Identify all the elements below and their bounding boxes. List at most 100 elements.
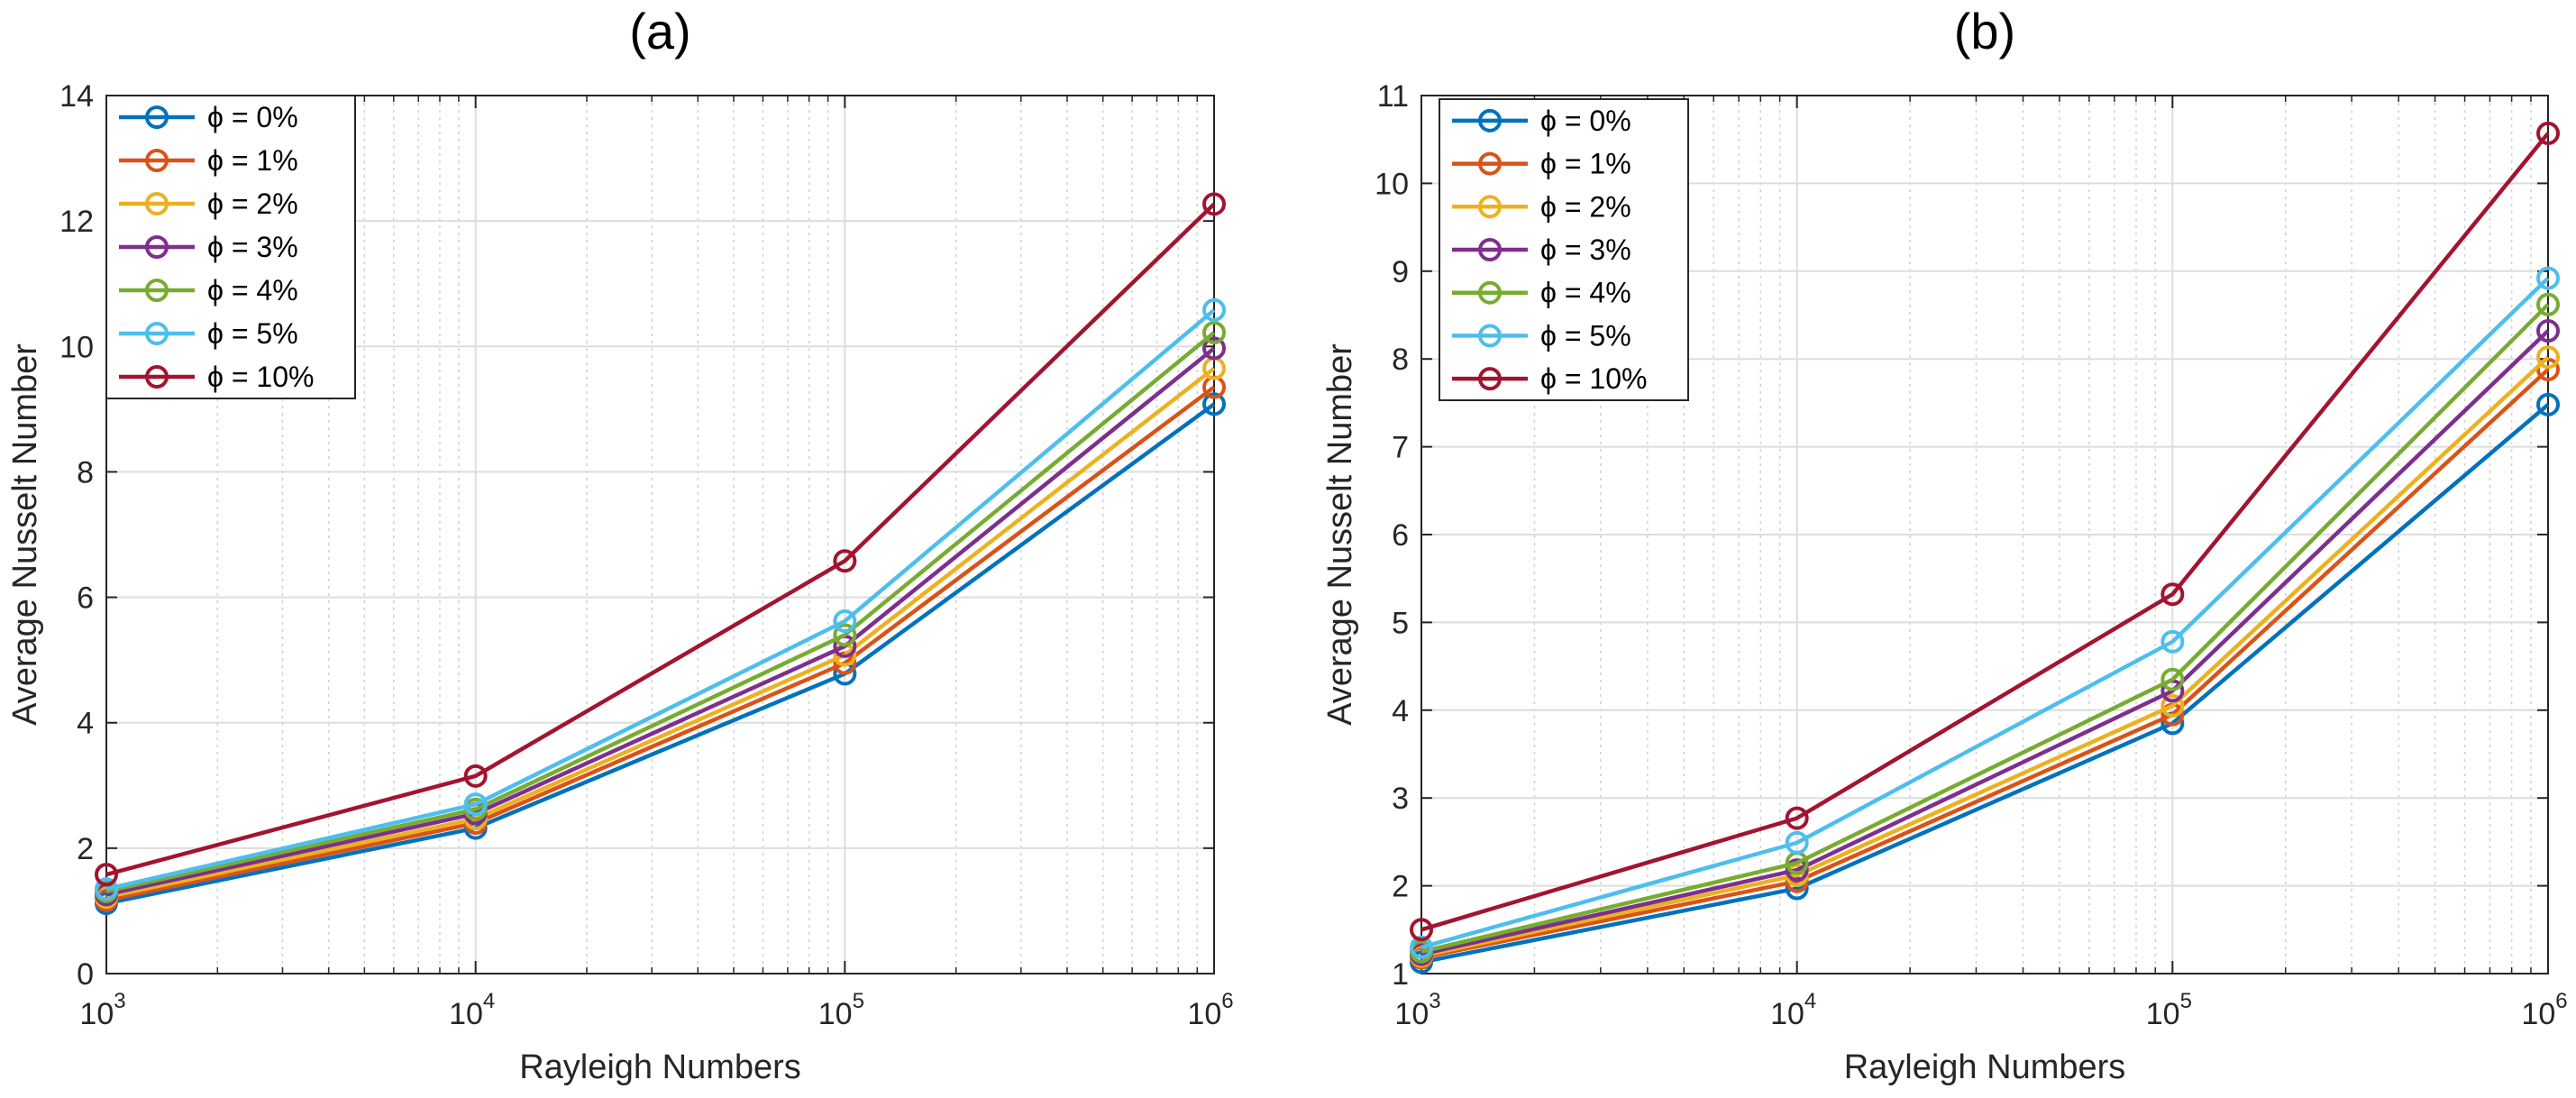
series-line xyxy=(1420,368,2550,960)
x-tick-exponent: 4 xyxy=(483,989,495,1013)
data-point xyxy=(1410,935,1433,959)
panel-title: (b) xyxy=(1954,3,2015,59)
x-tick-label: 106 xyxy=(1187,989,1233,1031)
data-point xyxy=(2536,266,2560,290)
y-tick-label: 9 xyxy=(1392,255,1409,289)
data-point xyxy=(1202,320,1226,344)
data-point xyxy=(1202,392,1226,416)
legend-entry: ϕ = 2% xyxy=(119,188,298,220)
data-point xyxy=(2536,319,2560,343)
legend-label: ϕ = 1% xyxy=(1540,148,1631,180)
legend-label: ϕ = 5% xyxy=(207,317,298,350)
x-tick-base: 10 xyxy=(2521,997,2555,1031)
y-tick-label: 1 xyxy=(1392,957,1409,992)
x-tick-base: 10 xyxy=(1770,997,1804,1031)
x-tick-base: 10 xyxy=(2146,997,2180,1031)
data-point xyxy=(1202,192,1226,216)
data-point xyxy=(2160,693,2185,718)
x-tick-label: 105 xyxy=(2146,989,2192,1031)
x-tick-exponent: 3 xyxy=(1429,989,1440,1013)
y-axis-label: Average Nusselt Number xyxy=(6,343,44,726)
series-line xyxy=(105,402,1216,906)
x-tick-exponent: 4 xyxy=(1804,989,1816,1013)
data-point xyxy=(463,792,488,817)
legend-label: ϕ = 0% xyxy=(1540,105,1631,137)
legend-entry: ϕ = 10% xyxy=(1452,362,1647,395)
data-point xyxy=(1785,830,1809,855)
legend-label: ϕ = 2% xyxy=(207,188,298,220)
series-line xyxy=(1420,132,2550,932)
data-point xyxy=(95,863,118,887)
legend-entry: ϕ = 4% xyxy=(1452,277,1631,309)
series-line xyxy=(105,366,1216,900)
x-tick-label: 104 xyxy=(1770,989,1816,1031)
x-tick-label: 103 xyxy=(1394,989,1440,1031)
y-tick-label: 0 xyxy=(77,957,94,992)
x-tick-base: 10 xyxy=(79,997,114,1031)
legend-label: ϕ = 10% xyxy=(1540,362,1647,395)
legend-marker xyxy=(1478,108,1502,133)
data-point xyxy=(1410,918,1433,942)
legend-marker xyxy=(1478,195,1502,219)
data-point xyxy=(1785,858,1809,883)
legend-entry: ϕ = 1% xyxy=(119,144,298,177)
y-tick-label: 10 xyxy=(59,330,94,364)
x-tick-base: 10 xyxy=(818,997,853,1031)
legend-entry: ϕ = 3% xyxy=(1452,233,1631,266)
series-line xyxy=(1420,303,2550,954)
y-tick-label: 12 xyxy=(59,205,94,239)
x-axis-label: Rayleigh Numbers xyxy=(1844,1048,2126,1086)
y-tick-label: 6 xyxy=(1392,518,1409,553)
legend-label: ϕ = 4% xyxy=(1540,277,1631,309)
data-point xyxy=(2536,292,2560,316)
series-line xyxy=(1420,403,2550,965)
data-point xyxy=(95,877,118,901)
y-tick-label: 10 xyxy=(1375,167,1409,201)
legend-label: ϕ = 4% xyxy=(207,274,298,307)
y-tick-label: 3 xyxy=(1392,782,1409,816)
data-point xyxy=(833,549,857,573)
series-line xyxy=(105,308,1216,892)
data-point xyxy=(463,764,488,788)
legend-entry: ϕ = 0% xyxy=(119,101,298,133)
series-line xyxy=(1420,276,2550,949)
y-tick-label: 5 xyxy=(1392,606,1409,640)
data-point xyxy=(833,623,857,647)
x-tick-exponent: 6 xyxy=(2555,989,2567,1013)
series-line xyxy=(105,346,1216,897)
legend-label: ϕ = 2% xyxy=(1540,190,1631,223)
y-tick-label: 7 xyxy=(1392,431,1409,465)
x-tick-base: 10 xyxy=(449,997,483,1031)
legend-marker xyxy=(1478,151,1502,176)
legend-entry: ϕ = 1% xyxy=(1452,148,1631,180)
legend-marker xyxy=(145,235,169,259)
y-tick-label: 4 xyxy=(77,707,94,741)
legend-marker xyxy=(1478,367,1502,391)
x-tick-label: 103 xyxy=(79,989,125,1031)
legend-marker xyxy=(145,279,169,302)
data-point xyxy=(2160,629,2185,654)
y-tick-label: 14 xyxy=(59,79,94,114)
legend-marker xyxy=(1478,238,1502,261)
series-3 xyxy=(1410,319,2560,966)
x-tick-exponent: 5 xyxy=(2180,989,2192,1013)
x-tick-exponent: 5 xyxy=(853,989,864,1013)
legend-entry: ϕ = 10% xyxy=(119,361,314,393)
legend-marker xyxy=(145,365,169,389)
legend-entry: ϕ = 3% xyxy=(119,231,298,263)
panel-title: (a) xyxy=(629,3,690,59)
y-tick-label: 8 xyxy=(1392,343,1409,377)
legend-entry: ϕ = 2% xyxy=(1452,190,1631,223)
legend-marker xyxy=(145,322,169,345)
data-point xyxy=(2536,345,2560,370)
legend-label: ϕ = 3% xyxy=(207,231,298,263)
x-tick-label: 105 xyxy=(818,989,864,1031)
x-tick-base: 10 xyxy=(1187,997,1221,1031)
x-tick-exponent: 3 xyxy=(114,989,125,1013)
series-6 xyxy=(1410,121,2560,942)
series-line xyxy=(105,385,1216,902)
legend-entry: ϕ = 5% xyxy=(1452,319,1631,352)
y-tick-label: 4 xyxy=(1392,694,1409,728)
